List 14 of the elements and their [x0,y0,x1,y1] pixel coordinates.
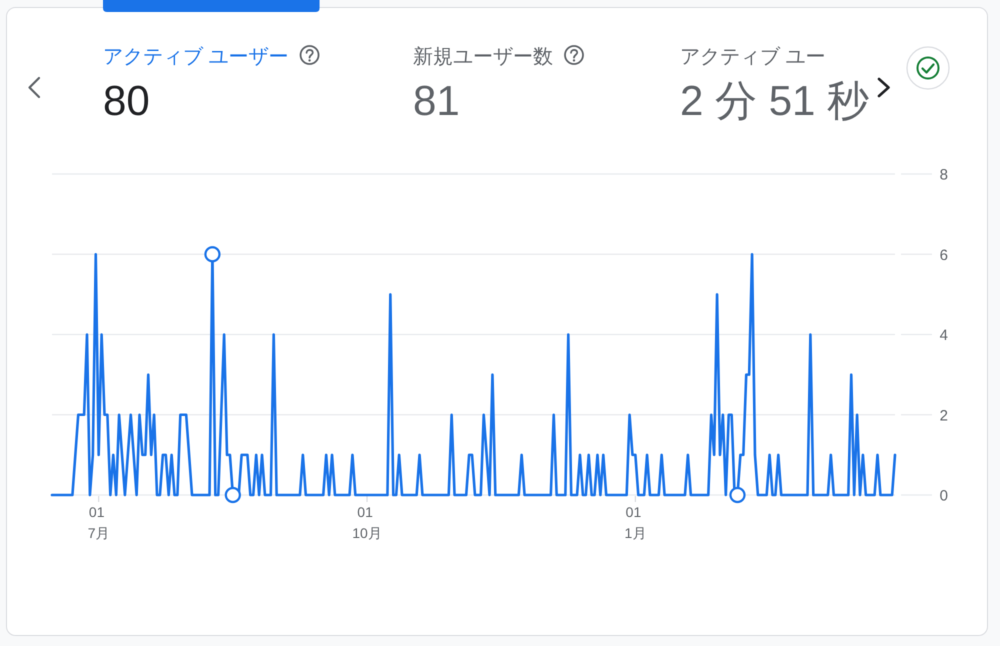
category-label: アクティブ ユー [680,46,826,68]
text: 80 [103,77,150,124]
y-tick-label: 0 [940,488,948,504]
y-tick-label: 2 [940,407,948,424]
y-tick-label: 6 [940,246,948,264]
category-label: 新規ユーザー数 [413,46,553,68]
text: 2 分 51 秒 [680,77,870,124]
category-label: アクティブ ユーザー [103,46,289,68]
x-tick-label: 01 1月 [624,504,646,541]
text: 81 [413,77,460,124]
y-tick-label: 8 [940,166,948,184]
x-tick-label: 01 7月 [88,504,110,541]
x-tick-label: 01 10月 [352,504,382,541]
y-tick-label: 4 [940,327,948,344]
